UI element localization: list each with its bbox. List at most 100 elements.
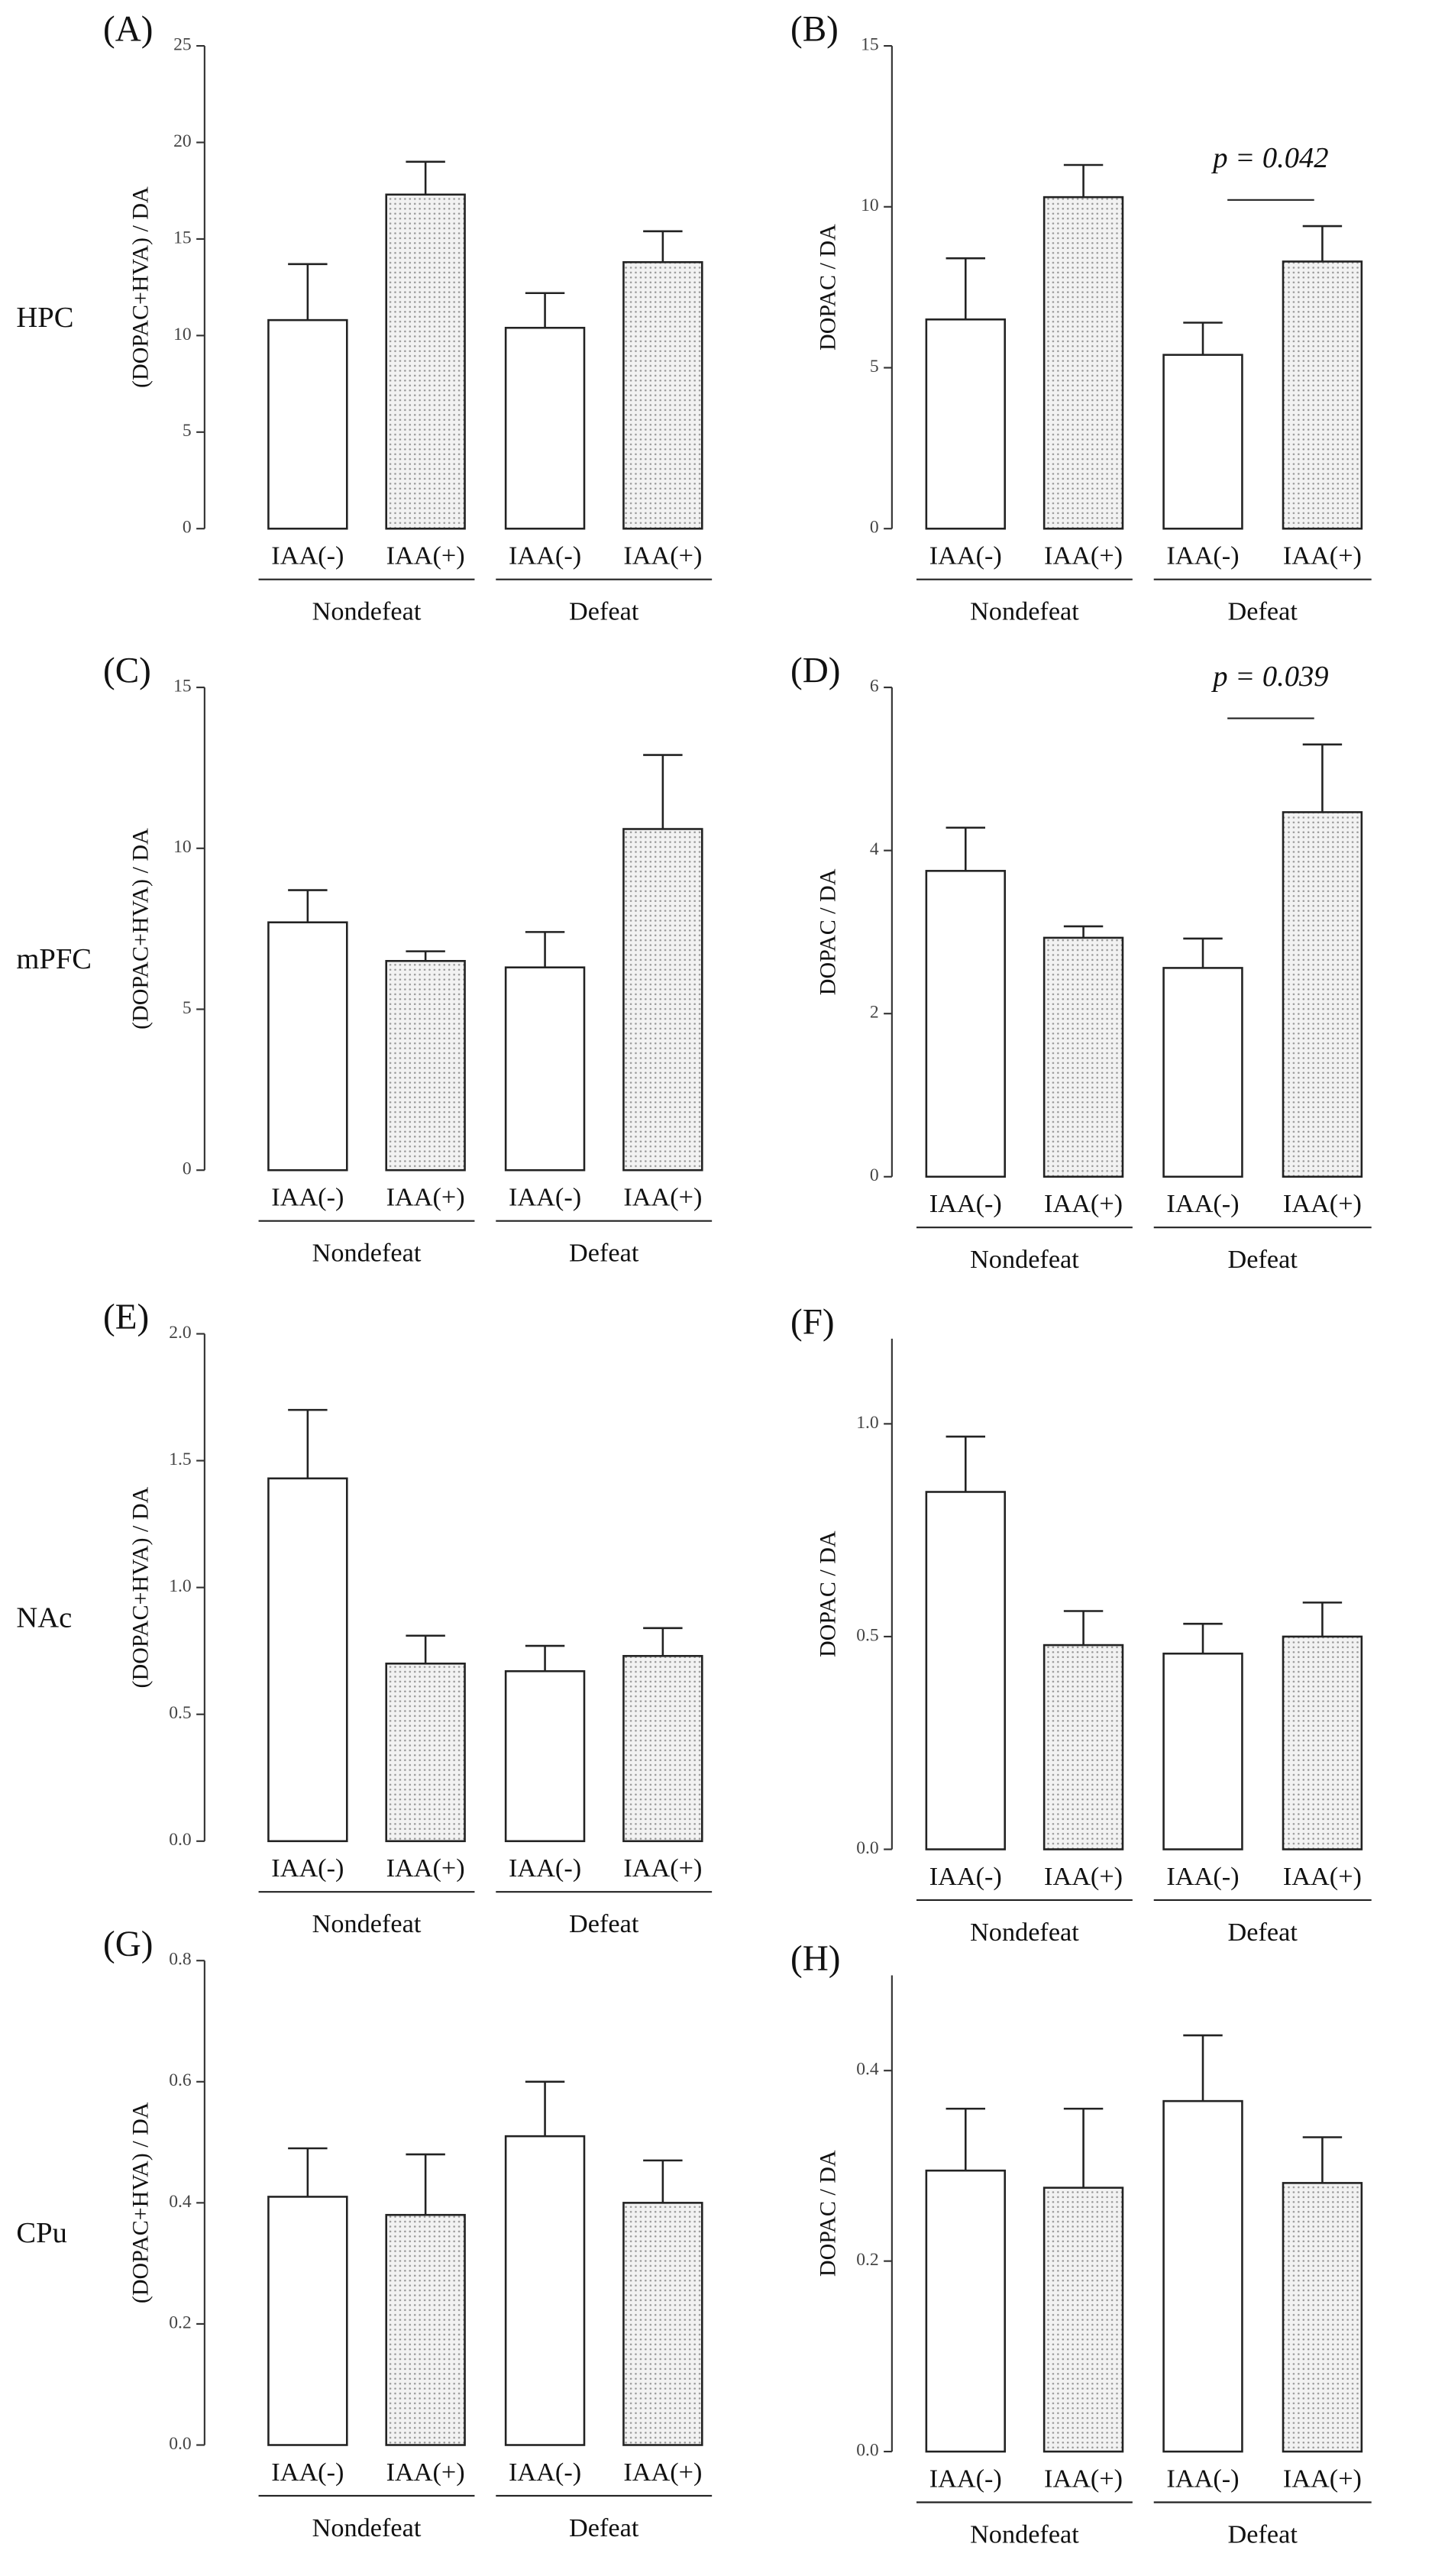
y-tick-label: 5	[183, 998, 192, 1018]
x-tick-label: IAA(-)	[509, 1854, 581, 1883]
row-label: CPu	[16, 2217, 66, 2249]
x-tick-label: IAA(+)	[1283, 1862, 1362, 1891]
row-label: mPFC	[16, 943, 92, 975]
y-tick-label: 5	[870, 357, 879, 377]
bar	[622, 828, 703, 1172]
row-label: NAc	[16, 1602, 72, 1634]
y-tick-label: 1.0	[169, 1576, 191, 1596]
group-label: Defeat	[569, 1239, 639, 1268]
x-tick-label: IAA(-)	[1166, 2464, 1239, 2494]
y-axis-label: DOPAC / DA	[815, 224, 840, 351]
panel: (G) (DOPAC+HVA) / DA 0.0 0.2 0.4 0.6 0.8 IAA(-)…	[103, 1925, 713, 2542]
y-axis-label: (DOPAC+HVA) / DA	[128, 2102, 153, 2303]
panel: (B) DOPAC / DA 0 5 10 15 IAA(-) IAA(+) IAA(-) IAA…	[790, 10, 1372, 626]
bar	[1162, 967, 1243, 1178]
group-label: Nondefeat	[312, 597, 422, 626]
x-tick-label: IAA(-)	[929, 1189, 1002, 1218]
bar	[385, 960, 466, 1172]
bar	[385, 2213, 466, 2446]
x-tick-label: IAA(-)	[929, 541, 1002, 570]
x-tick-label: IAA(+)	[1044, 541, 1123, 570]
group-label: Nondefeat	[970, 2519, 1079, 2549]
x-tick-label: IAA(+)	[623, 541, 702, 570]
y-tick-label: 15	[861, 34, 879, 54]
y-tick-label: 6	[870, 676, 879, 696]
bar	[267, 921, 348, 1172]
group-label: Nondefeat	[312, 1909, 422, 1938]
y-tick-label: 2.0	[169, 1323, 191, 1343]
bar	[1282, 260, 1363, 530]
y-axis-label: DOPAC / DA	[815, 1530, 840, 1657]
x-tick-label: IAA(+)	[1283, 2464, 1362, 2494]
panel: (F) DOPAC / DA 0.0 0.5 1.0 IAA(-) IAA(+) IAA(-)…	[790, 1303, 1372, 1947]
x-tick-label: IAA(-)	[1166, 1862, 1239, 1891]
y-axis-label: (DOPAC+HVA) / DA	[128, 1487, 153, 1689]
y-axis-label: (DOPAC+HVA) / DA	[128, 186, 153, 388]
bar	[267, 1477, 348, 1843]
bar	[267, 318, 348, 530]
bar	[504, 2135, 586, 2446]
group-label: Nondefeat	[970, 597, 1079, 626]
y-tick-label: 10	[173, 837, 192, 857]
group-label: Defeat	[569, 597, 639, 626]
panel-label: (D)	[790, 651, 840, 691]
x-tick-label: IAA(+)	[623, 1183, 702, 1212]
bar	[925, 2169, 1006, 2453]
bar	[385, 1663, 466, 1843]
group-label: Nondefeat	[970, 1245, 1079, 1274]
bar	[1162, 354, 1243, 530]
x-tick-label: IAA(-)	[509, 541, 581, 570]
bar	[1042, 196, 1124, 530]
y-tick-label: 1.0	[856, 1413, 878, 1433]
bar	[925, 1491, 1006, 1850]
y-tick-label: 0.4	[169, 2192, 192, 2212]
panel-label: (H)	[790, 1939, 840, 1979]
y-tick-label: 0.8	[169, 1950, 191, 1970]
y-tick-label: 0.0	[856, 2440, 878, 2460]
bar	[504, 966, 586, 1172]
y-tick-label: 0	[183, 518, 192, 538]
bar	[1042, 2187, 1124, 2453]
x-tick-label: IAA(-)	[271, 1183, 344, 1212]
x-tick-label: IAA(+)	[386, 541, 465, 570]
x-tick-label: IAA(+)	[386, 1854, 465, 1883]
panel: (C) (DOPAC+HVA) / DA 0 5 10 15 IAA(-) IAA(+) IAA…	[103, 651, 713, 1268]
bar	[504, 1669, 586, 1843]
panel-label: (B)	[790, 10, 839, 50]
bar	[1162, 1652, 1243, 1850]
x-tick-label: IAA(-)	[271, 541, 344, 570]
panel-label: (E)	[103, 1298, 149, 1337]
y-tick-label: 4	[870, 839, 879, 859]
row-label: HPC	[16, 302, 73, 334]
y-tick-label: 10	[173, 325, 192, 344]
bar	[1042, 1644, 1124, 1850]
y-axis-label: DOPAC / DA	[815, 2150, 840, 2277]
y-tick-label: 0	[870, 518, 879, 538]
y-tick-label: 2	[870, 1003, 879, 1023]
panel: (A) (DOPAC+HVA) / DA 0 5 10 15 20 25 IAA(-) IAA(+…	[103, 10, 713, 626]
panel-label: (G)	[103, 1925, 153, 1964]
bar	[504, 326, 586, 530]
group-label: Nondefeat	[312, 2513, 422, 2542]
y-tick-label: 0.4	[856, 2060, 879, 2080]
x-tick-label: IAA(+)	[623, 2458, 702, 2487]
x-tick-label: IAA(+)	[1044, 2464, 1123, 2494]
bar	[267, 2196, 348, 2446]
y-tick-label: 0.5	[856, 1625, 878, 1645]
bar	[1282, 2182, 1363, 2453]
x-tick-label: IAA(-)	[1166, 1189, 1239, 1218]
y-tick-label: 20	[173, 131, 192, 151]
group-label: Defeat	[569, 2513, 639, 2542]
y-tick-label: 0.2	[856, 2250, 878, 2270]
x-tick-label: IAA(+)	[386, 1183, 465, 1212]
group-label: Defeat	[1228, 597, 1298, 626]
panel: (E) (DOPAC+HVA) / DA 0.0 0.5 1.0 1.5 2.0 IAA(-)…	[103, 1298, 713, 1938]
bar	[925, 870, 1006, 1178]
y-tick-label: 25	[173, 34, 192, 54]
bar	[1282, 811, 1363, 1178]
group-label: Nondefeat	[312, 1239, 422, 1268]
x-tick-label: IAA(+)	[1044, 1862, 1123, 1891]
y-tick-label: 0.0	[169, 1830, 191, 1850]
x-tick-label: IAA(-)	[929, 1862, 1002, 1891]
